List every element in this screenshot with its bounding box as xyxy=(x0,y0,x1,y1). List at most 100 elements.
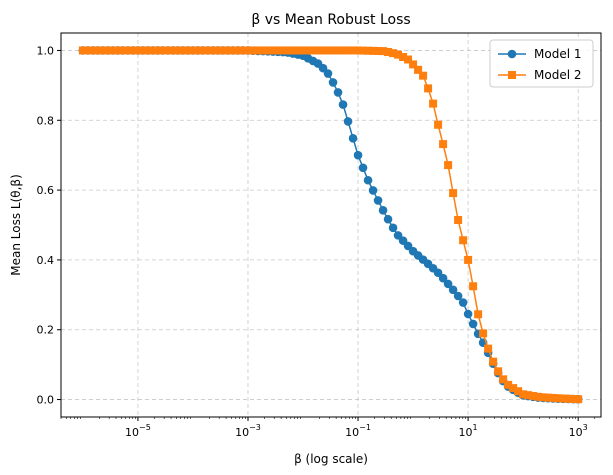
data-point xyxy=(458,298,468,307)
data-point xyxy=(148,46,157,55)
data-point xyxy=(143,46,152,55)
data-point xyxy=(153,46,162,55)
data-point xyxy=(404,55,413,64)
data-point xyxy=(484,344,493,353)
y-tick-label: 1.0 xyxy=(37,44,55,57)
data-point xyxy=(384,48,393,57)
data-point xyxy=(438,273,448,283)
data-point xyxy=(83,46,92,55)
data-point xyxy=(574,395,583,404)
legend-label: Model 2 xyxy=(534,68,581,82)
series-model-1 xyxy=(78,46,583,404)
data-point xyxy=(448,285,458,295)
data-point xyxy=(163,46,172,55)
data-point xyxy=(183,46,192,55)
data-point xyxy=(433,268,443,278)
data-point xyxy=(228,46,237,55)
x-axis-label: β (log scale) xyxy=(294,452,368,466)
data-point xyxy=(519,390,528,399)
data-point xyxy=(424,84,433,93)
data-point xyxy=(359,46,368,55)
data-point xyxy=(223,46,232,55)
series-model-2 xyxy=(78,46,583,404)
data-point xyxy=(379,47,388,56)
data-point xyxy=(353,150,363,160)
data-point xyxy=(374,46,383,55)
y-tick-label: 0.4 xyxy=(37,254,55,267)
data-point xyxy=(338,100,348,109)
series-line xyxy=(82,49,579,400)
x-tick-label: 101 xyxy=(459,423,478,439)
data-point xyxy=(238,46,247,55)
data-point xyxy=(459,236,468,245)
data-point xyxy=(383,214,393,224)
data-point xyxy=(103,46,112,55)
data-point xyxy=(294,46,303,55)
data-point xyxy=(514,387,523,396)
data-point xyxy=(444,161,453,170)
data-point xyxy=(394,50,403,59)
data-point xyxy=(363,175,373,185)
data-point xyxy=(123,46,132,55)
data-point xyxy=(309,46,318,55)
y-axis-label: Mean Loss L(θ,β) xyxy=(9,174,23,276)
data-point xyxy=(208,46,217,55)
data-point xyxy=(419,71,428,80)
data-point xyxy=(349,46,358,55)
data-point xyxy=(463,309,473,319)
data-point xyxy=(88,46,97,55)
data-point xyxy=(314,46,323,55)
data-point xyxy=(378,206,388,215)
data-point xyxy=(529,391,538,400)
data-point xyxy=(274,46,283,55)
data-point xyxy=(453,291,463,301)
data-point xyxy=(218,46,227,55)
data-point xyxy=(449,189,458,198)
legend: Model 1 Model 2 xyxy=(489,39,594,88)
data-point xyxy=(369,46,378,55)
data-point xyxy=(213,46,222,55)
data-point xyxy=(333,88,343,97)
data-point xyxy=(93,46,102,55)
data-point xyxy=(454,215,463,224)
data-point xyxy=(388,223,398,233)
data-point xyxy=(494,367,503,376)
data-point xyxy=(328,78,338,87)
data-point xyxy=(414,65,423,74)
data-point xyxy=(233,46,242,55)
data-point xyxy=(128,46,137,55)
data-point xyxy=(263,46,272,55)
data-point xyxy=(253,46,262,55)
data-point xyxy=(339,46,348,55)
data-point xyxy=(258,46,267,55)
data-point xyxy=(354,46,363,55)
data-point xyxy=(539,393,548,402)
data-point xyxy=(198,46,207,55)
data-point xyxy=(549,393,558,402)
data-point xyxy=(324,46,333,55)
data-point xyxy=(474,310,483,319)
data-point xyxy=(389,49,398,58)
plot-frame xyxy=(60,32,602,418)
data-point xyxy=(399,53,408,62)
data-point xyxy=(468,319,478,329)
series-layer xyxy=(78,46,583,404)
legend-label: Model 1 xyxy=(534,47,581,61)
data-point xyxy=(368,186,378,195)
y-tick-label: 0.2 xyxy=(37,324,55,337)
data-point xyxy=(78,46,87,55)
data-point xyxy=(409,60,418,69)
data-point xyxy=(489,357,498,366)
data-point xyxy=(133,46,142,55)
data-point xyxy=(443,279,453,289)
data-point xyxy=(469,282,478,291)
data-point xyxy=(434,120,443,129)
data-point xyxy=(118,46,127,55)
data-point xyxy=(504,380,513,389)
data-point xyxy=(348,134,358,143)
data-point xyxy=(464,255,473,264)
data-point xyxy=(243,46,252,55)
x-tick-label: 10−5 xyxy=(125,423,151,439)
series-line xyxy=(82,49,579,400)
